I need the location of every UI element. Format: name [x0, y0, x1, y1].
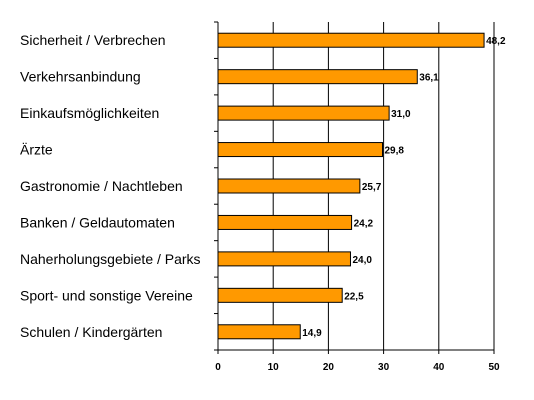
labels: 0 10 20 30 40 50 Sicherheit / Verbrechen 48,2 Ve… — [20, 32, 506, 373]
category-label: Einkaufsmöglichkeiten — [20, 105, 159, 121]
category-label: Verkehrsanbindung — [20, 69, 141, 85]
value-label: 24,0 — [352, 255, 372, 266]
bar-7 — [217, 251, 351, 267]
bar-2 — [217, 69, 418, 85]
x-tick-label: 20 — [323, 362, 335, 373]
category-label: Gastronomie / Nachtleben — [20, 178, 183, 194]
value-label: 36,1 — [419, 73, 439, 84]
bar-6 — [217, 214, 353, 230]
bar-9 — [217, 324, 301, 340]
x-tick-label: 50 — [488, 362, 500, 373]
value-label: 24,2 — [354, 218, 374, 229]
bar-3 — [217, 105, 390, 121]
x-tick-label: 40 — [433, 362, 445, 373]
x-tick-label: 30 — [378, 362, 390, 373]
value-label: 31,0 — [391, 109, 411, 120]
category-label: Schulen / Kindergärten — [20, 324, 162, 340]
bar-8 — [217, 287, 343, 303]
category-label: Ärzte — [20, 142, 53, 158]
value-label: 48,2 — [486, 36, 506, 47]
x-tick-label: 10 — [268, 362, 280, 373]
value-label: 25,7 — [362, 182, 382, 193]
value-label: 29,8 — [384, 146, 404, 157]
bar-5 — [217, 178, 361, 194]
value-label: 14,9 — [302, 328, 322, 339]
x-tick-label: 0 — [215, 362, 221, 373]
axes — [214, 21, 495, 354]
bar-4 — [217, 142, 383, 158]
bar-1 — [217, 32, 485, 48]
category-label: Banken / Geldautomaten — [20, 214, 175, 230]
category-label: Sicherheit / Verbrechen — [20, 32, 166, 48]
category-label: Naherholungsgebiete / Parks — [20, 251, 201, 267]
value-label: 22,5 — [344, 291, 364, 302]
category-label: Sport- und sonstige Vereine — [20, 287, 193, 303]
bars — [217, 32, 485, 340]
